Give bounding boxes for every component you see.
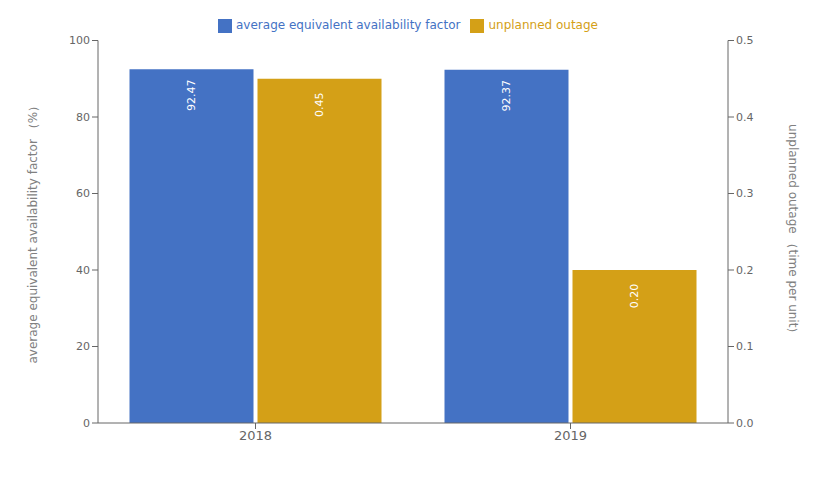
svg-text:2018: 2018 xyxy=(239,428,272,443)
svg-text:0.3: 0.3 xyxy=(736,187,754,200)
svg-text:0.45: 0.45 xyxy=(313,93,326,118)
svg-text:40: 40 xyxy=(76,264,90,277)
html-text:average equivalent availabilit: average equivalent availability factor xyxy=(236,18,461,32)
svg-text:0.4: 0.4 xyxy=(736,111,754,124)
svg-text:0: 0 xyxy=(83,417,90,430)
svg-text:2019: 2019 xyxy=(554,428,587,443)
svg-text:100: 100 xyxy=(69,34,90,47)
svg-text:92.47: 92.47 xyxy=(185,80,198,112)
svg-text:0.1: 0.1 xyxy=(736,340,754,353)
svg-text:60: 60 xyxy=(76,187,90,200)
svg-text:unplanned outage （time per uni: unplanned outage （time per unit） xyxy=(786,124,800,339)
svg-text:92.37: 92.37 xyxy=(500,80,513,112)
svg-text:average equivalent availabilit: average equivalent availability factor （… xyxy=(26,100,40,364)
svg-text:0.20: 0.20 xyxy=(628,284,641,309)
svg-text:0.5: 0.5 xyxy=(736,34,754,47)
svg-text:80: 80 xyxy=(76,111,90,124)
svg-text:0.0: 0.0 xyxy=(736,417,754,430)
svg-text:20: 20 xyxy=(76,340,90,353)
svg-text:0.2: 0.2 xyxy=(736,264,754,277)
html-text:unplanned outage: unplanned outage xyxy=(488,18,598,32)
